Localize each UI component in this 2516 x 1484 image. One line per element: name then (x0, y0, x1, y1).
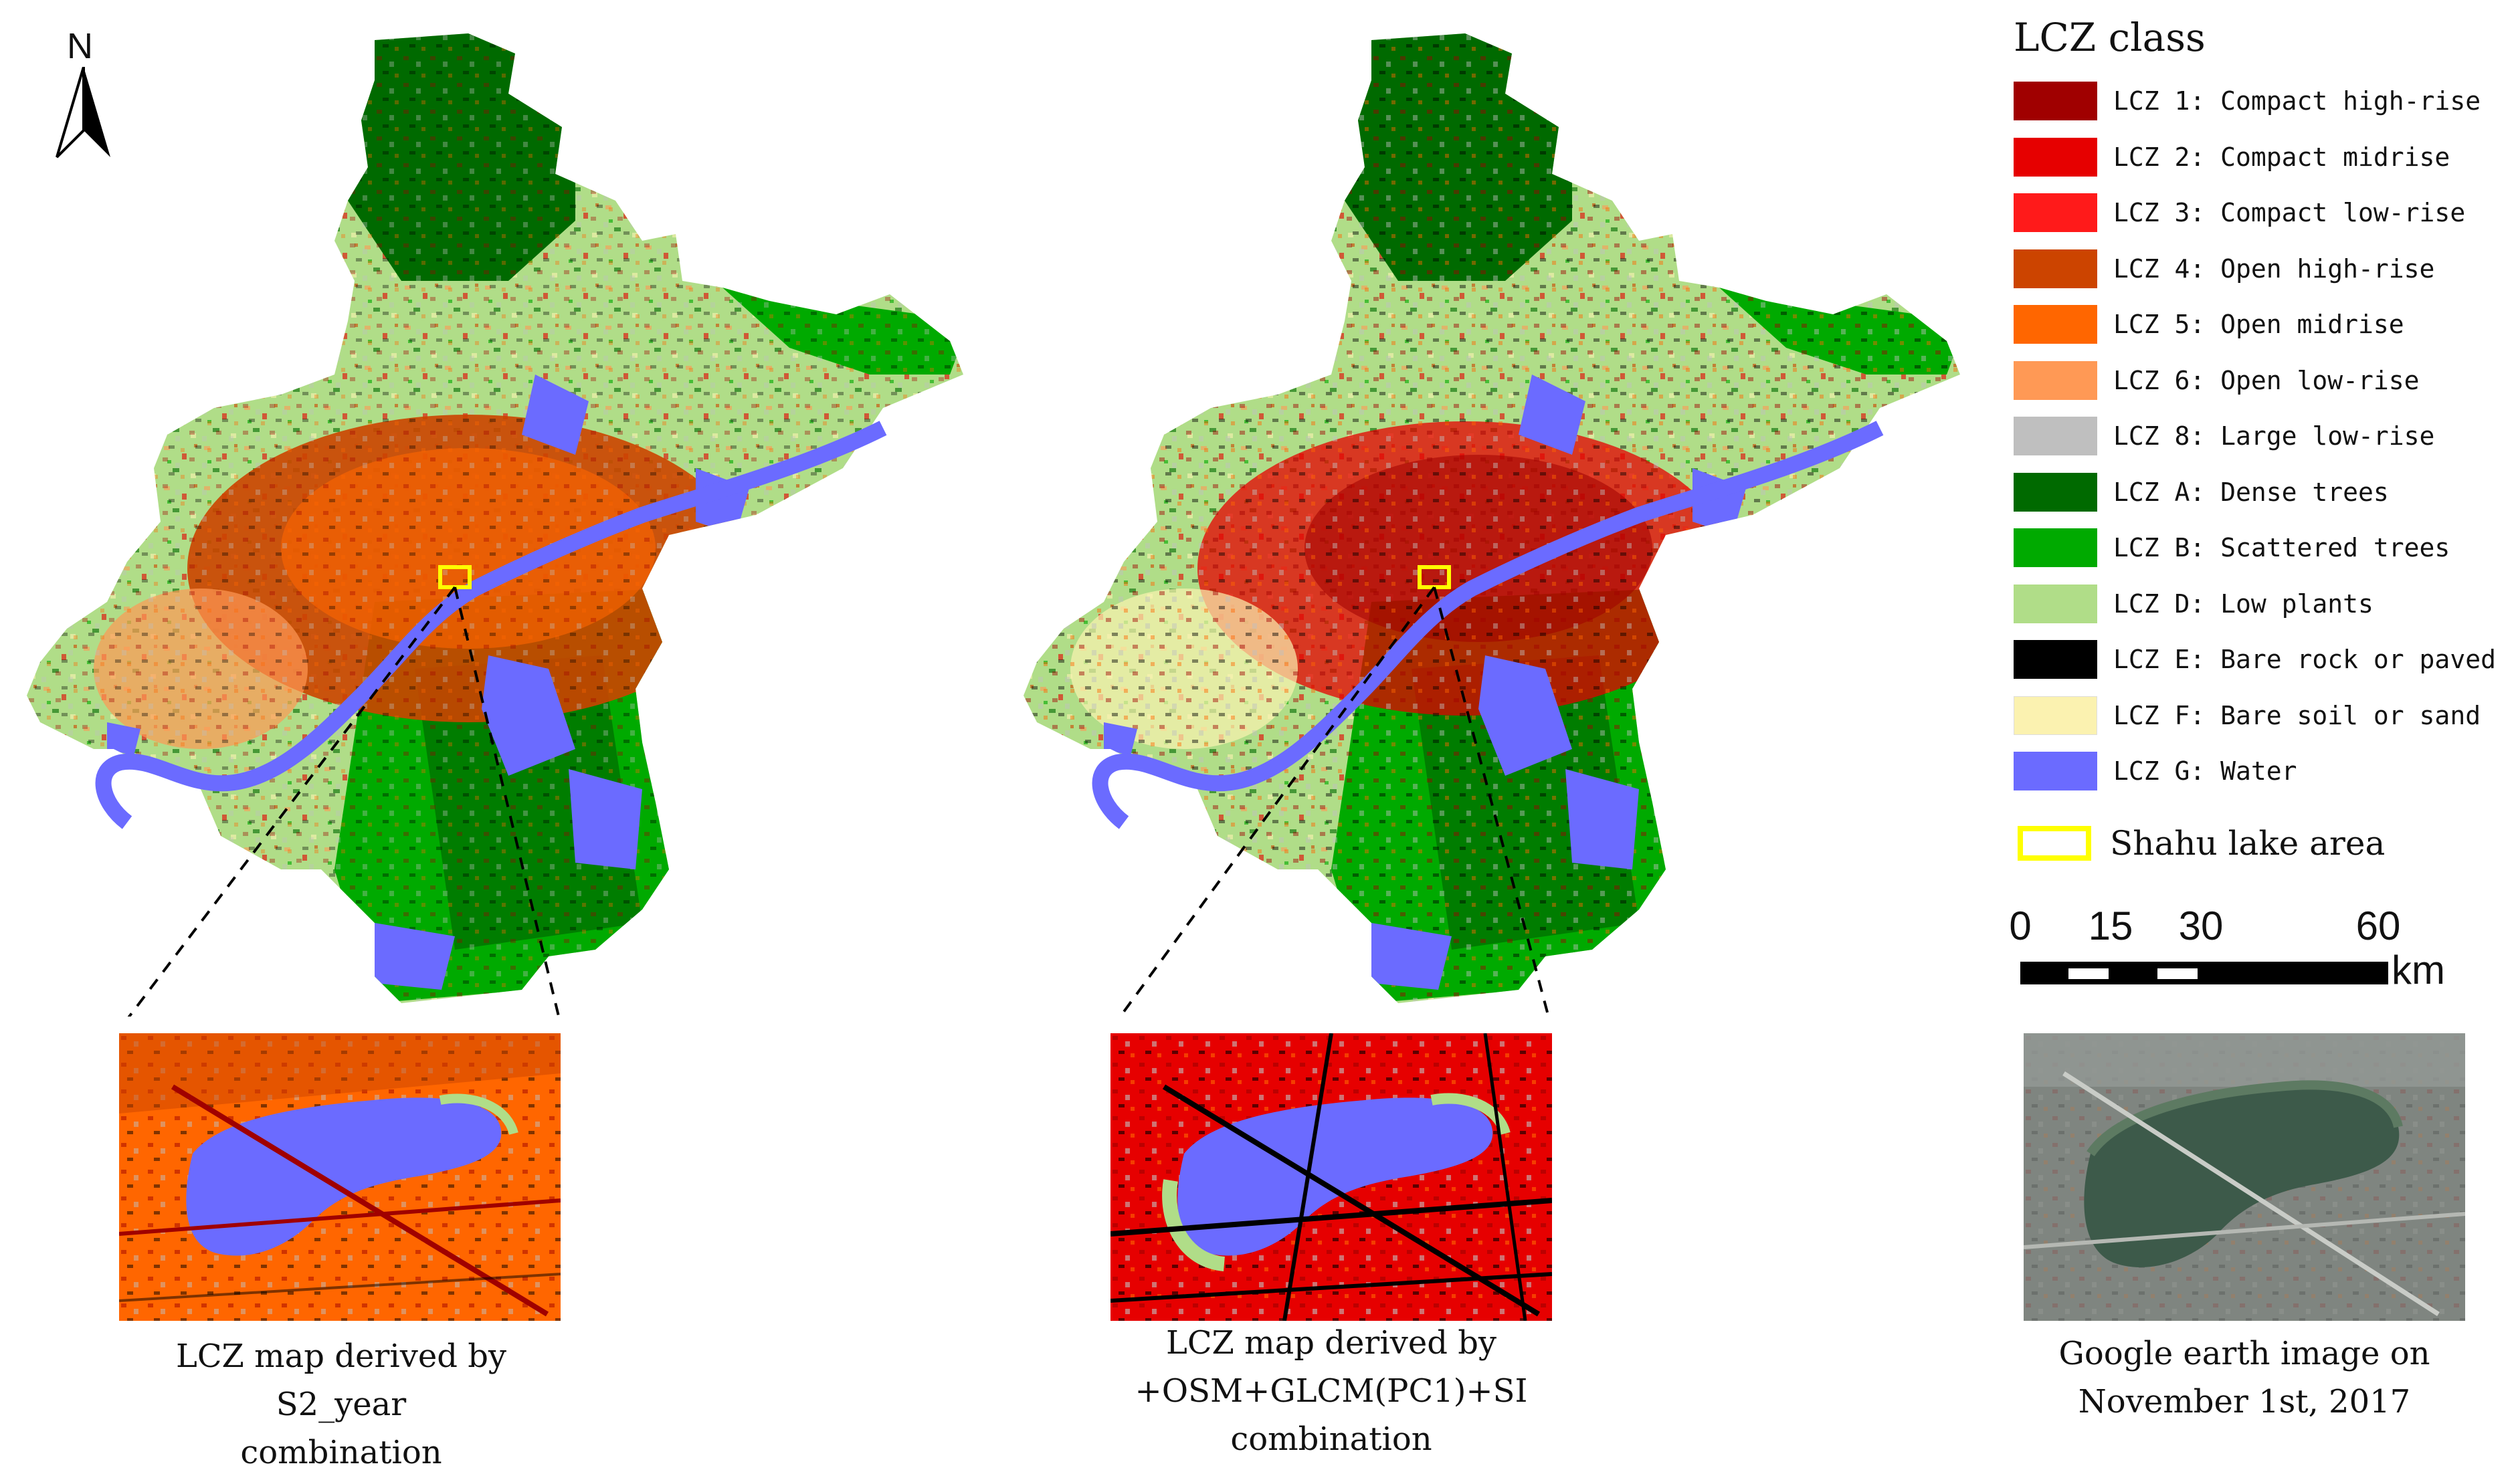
legend-label: LCZ 6: Open low-rise (2113, 365, 2420, 395)
study-area-label: Shahu lake area (2110, 824, 2386, 863)
caption-middle: LCZ map derived by +OSM+GLCM(PC1)+SI com… (1110, 1319, 1552, 1463)
legend-swatch (2014, 472, 2097, 512)
legend-study-area: Shahu lake area (2018, 824, 2385, 863)
caption-middle-line-1: LCZ map derived by (1165, 1324, 1497, 1362)
inset-lcz-osm-glcm-si (1110, 1033, 1552, 1321)
legend-item: LCZ E: Bare rock or paved (2014, 640, 2496, 679)
scale-tick-15: 15 (2088, 904, 2133, 948)
legend-item: LCZ B: Scattered trees (2014, 528, 2450, 567)
legend-item: LCZ 5: Open midrise (2014, 305, 2404, 344)
legend-item: LCZ A: Dense trees (2014, 472, 2389, 512)
caption-right: Google earth image on November 1st, 2017 (2014, 1330, 2475, 1426)
scale-tick-60: 60 (2355, 904, 2401, 948)
caption-middle-line-2: +OSM+GLCM(PC1)+SI (1135, 1372, 1528, 1410)
legend-swatch (2014, 640, 2097, 679)
study-area-swatch (2018, 826, 2091, 861)
caption-middle-line-3: combination (1230, 1420, 1432, 1458)
legend-label: LCZ 3: Compact low-rise (2113, 198, 2466, 227)
legend-label: LCZ E: Bare rock or paved (2113, 645, 2496, 674)
caption-right-line-1: Google earth image on (2058, 1335, 2430, 1372)
legend-item: LCZ 1: Compact high-rise (2014, 82, 2481, 120)
legend-label: LCZ 2: Compact midrise (2113, 142, 2450, 172)
legend-label: LCZ 1: Compact high-rise (2113, 86, 2481, 116)
legend-item: LCZ 6: Open low-rise (2014, 360, 2420, 400)
legend-item: LCZ 8: Large low-rise (2014, 417, 2434, 455)
legend-label: LCZ G: Water (2113, 756, 2297, 786)
legend-label: LCZ 8: Large low-rise (2113, 421, 2435, 451)
lcz-map-osm-glcm-si (1024, 33, 1960, 1017)
legend-label: LCZ 5: Open midrise (2113, 310, 2404, 339)
legend-item: LCZ 3: Compact low-rise (2014, 193, 2465, 232)
legend-label: LCZ F: Bare soil or sand (2113, 700, 2481, 730)
legend-swatch (2014, 305, 2097, 344)
legend-item: LCZ G: Water (2014, 752, 2297, 790)
legend-swatch (2014, 752, 2097, 790)
scale-tick-0: 0 (2009, 904, 2032, 948)
inset-lcz-s2-year (119, 1033, 561, 1321)
legend-swatch (2014, 193, 2097, 232)
legend-swatch (2014, 137, 2097, 177)
legend-swatch (2014, 584, 2097, 623)
legend-item: LCZ D: Low plants (2014, 584, 2374, 623)
legend-swatch (2014, 696, 2097, 735)
caption-left-line-2: S2_year (276, 1386, 407, 1423)
legend-item: LCZ F: Bare soil or sand (2014, 696, 2481, 735)
legend-swatch (2014, 528, 2097, 567)
caption-left: LCZ map derived by S2_year combination (120, 1332, 562, 1477)
north-arrow-label: N (67, 26, 93, 66)
scale-tick-30: 30 (2178, 904, 2224, 948)
legend-title: LCZ class (2014, 15, 2206, 60)
legend-swatch (2014, 360, 2097, 400)
legend-label: LCZ 4: Open high-rise (2113, 253, 2435, 284)
google-earth-image (2024, 1033, 2465, 1321)
legend-label: LCZ A: Dense trees (2113, 477, 2389, 507)
legend-item: LCZ 2: Compact midrise (2014, 137, 2450, 177)
legend-label: LCZ B: Scattered trees (2113, 533, 2450, 562)
legend-label: LCZ D: Low plants (2113, 589, 2374, 619)
caption-right-line-2: November 1st, 2017 (2078, 1383, 2411, 1420)
legend-swatch (2014, 82, 2097, 120)
scale-unit: km (2392, 948, 2445, 992)
scale-bar (2020, 962, 2388, 984)
legend-swatch (2014, 249, 2097, 288)
lcz-map-s2-year (27, 33, 963, 1017)
legend-item: LCZ 4: Open high-rise (2014, 249, 2434, 288)
caption-left-line-3: combination (240, 1434, 442, 1471)
legend-swatch (2014, 417, 2097, 455)
north-arrow-icon (56, 67, 110, 158)
caption-left-line-1: LCZ map derived by (175, 1338, 507, 1375)
